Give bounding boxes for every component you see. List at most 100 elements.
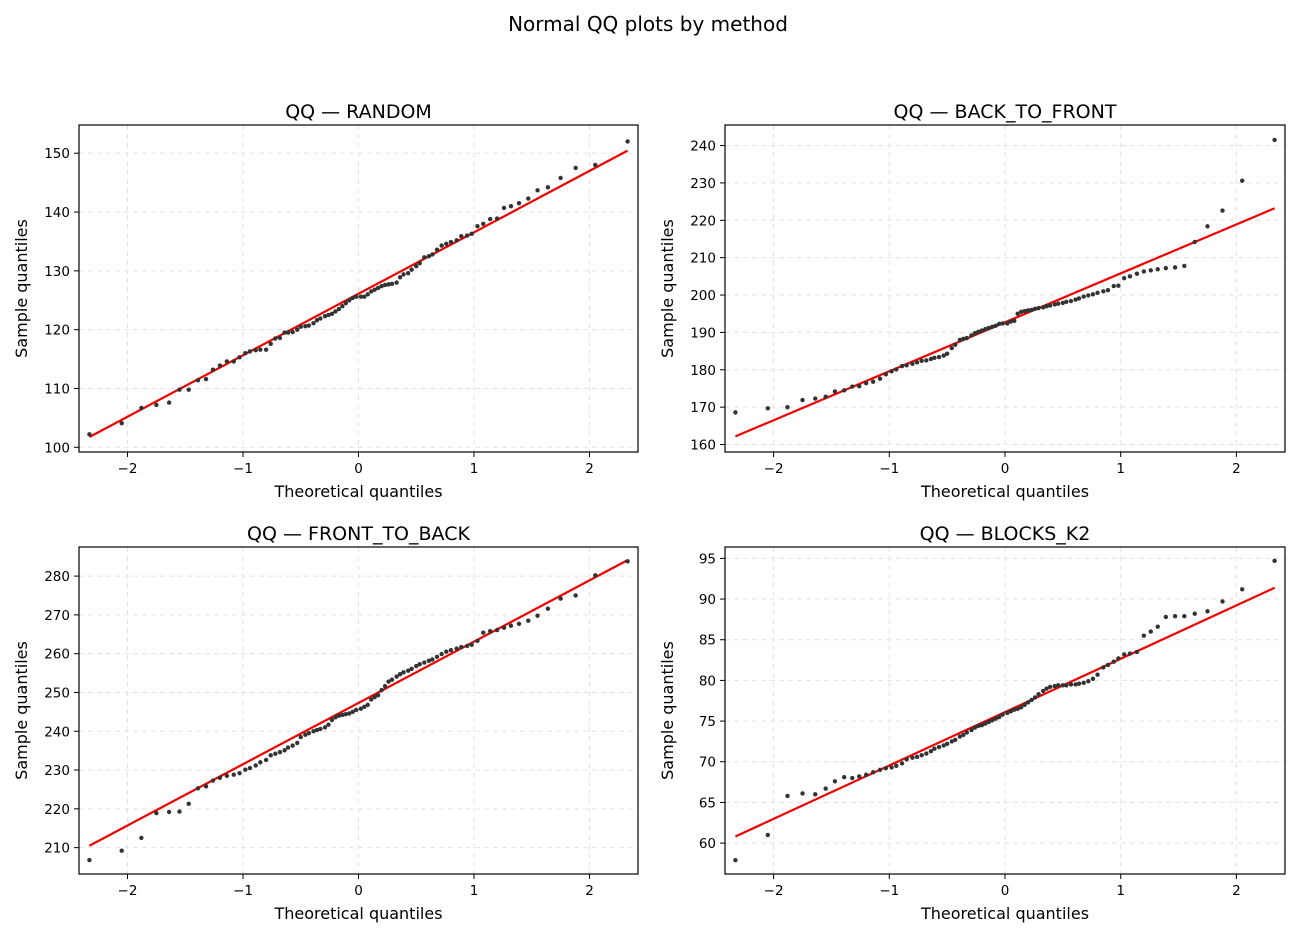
data-point (857, 774, 862, 779)
y-tick-label: 230 (690, 176, 716, 192)
x-tick-label: 2 (585, 461, 594, 477)
data-point (365, 702, 370, 708)
panel-title: QQ — RANDOM (285, 101, 432, 123)
data-point (459, 233, 464, 239)
data-point (394, 280, 399, 285)
x-axis-label: Theoretical quantiles (920, 482, 1089, 501)
y-tick-label: 90 (699, 592, 716, 608)
y-tick-label: 65 (699, 795, 716, 811)
x-tick-label: 1 (470, 883, 479, 899)
data-point (405, 668, 411, 673)
y-tick-label: 260 (44, 647, 70, 663)
data-point (1064, 299, 1069, 304)
y-tick-label: 70 (699, 755, 716, 771)
data-point (258, 760, 263, 765)
data-point (1111, 283, 1116, 289)
data-point (1220, 599, 1225, 604)
y-tick-label: 180 (690, 363, 716, 379)
data-point (850, 775, 855, 781)
data-point (340, 712, 345, 718)
data-point (1044, 304, 1049, 309)
data-point (910, 361, 915, 367)
data-point (273, 336, 278, 341)
data-point (983, 326, 988, 332)
data-point (154, 810, 159, 816)
data-point (444, 241, 449, 247)
data-point (177, 387, 182, 392)
data-point (765, 832, 771, 838)
data-point (306, 730, 312, 736)
data-point (944, 741, 950, 747)
data-point (1086, 679, 1091, 684)
data-point (119, 848, 124, 853)
data-point (1047, 684, 1053, 690)
y-tick-label: 270 (44, 608, 70, 624)
data-point (1060, 300, 1066, 306)
y-tick-label: 220 (44, 802, 70, 818)
data-point (986, 325, 992, 331)
data-point (863, 772, 869, 777)
data-point (1172, 265, 1178, 270)
data-point (382, 282, 388, 288)
data-point (1032, 695, 1038, 700)
data-point (990, 324, 995, 330)
data-point (333, 715, 338, 720)
data-point (986, 719, 992, 725)
data-point (508, 623, 514, 628)
data-point (1068, 682, 1074, 687)
data-point (841, 388, 847, 393)
data-point (494, 216, 500, 221)
data-point (1116, 283, 1121, 288)
data-point (303, 323, 308, 329)
data-point (139, 835, 144, 841)
data-point (1012, 318, 1017, 324)
y-tick-label: 110 (44, 381, 70, 397)
data-point (785, 404, 790, 410)
data-point (516, 201, 522, 206)
data-point (336, 713, 342, 718)
x-tick-label: 1 (470, 461, 479, 477)
data-point (957, 734, 963, 739)
data-point (475, 638, 480, 644)
data-point (1105, 662, 1111, 668)
data-point (957, 337, 963, 343)
data-point (932, 355, 937, 361)
data-point (832, 389, 838, 394)
data-point (976, 723, 981, 729)
data-point (972, 725, 978, 730)
data-point (1101, 289, 1106, 294)
data-point (1000, 712, 1005, 717)
data-point (372, 287, 377, 292)
data-point (417, 661, 422, 667)
data-point (401, 272, 406, 277)
y-tick-label: 160 (690, 438, 716, 454)
data-point (1134, 271, 1140, 276)
y-tick-label: 60 (699, 836, 716, 852)
data-point (508, 203, 514, 209)
data-point (1155, 267, 1160, 272)
data-point (894, 763, 899, 769)
data-point (243, 767, 248, 772)
data-point (273, 751, 278, 756)
y-tick-label: 250 (44, 685, 70, 701)
x-tick-label: 2 (1232, 461, 1241, 477)
data-point (1182, 263, 1187, 269)
data-point (1101, 665, 1106, 670)
reference-line (734, 586, 1276, 838)
data-point (850, 384, 855, 389)
data-point (964, 730, 970, 735)
x-axis-label: Theoretical quantiles (273, 904, 442, 923)
data-point (1090, 292, 1096, 297)
data-point (306, 323, 312, 328)
data-point (1012, 707, 1017, 712)
data-point (268, 753, 273, 758)
data-point (545, 185, 551, 190)
data-point (1148, 629, 1153, 634)
data-point (336, 306, 342, 312)
data-point (459, 644, 464, 650)
data-point (154, 402, 159, 408)
data-point (823, 786, 828, 791)
data-point (295, 327, 300, 332)
data-point (247, 349, 253, 354)
data-point (353, 707, 359, 713)
